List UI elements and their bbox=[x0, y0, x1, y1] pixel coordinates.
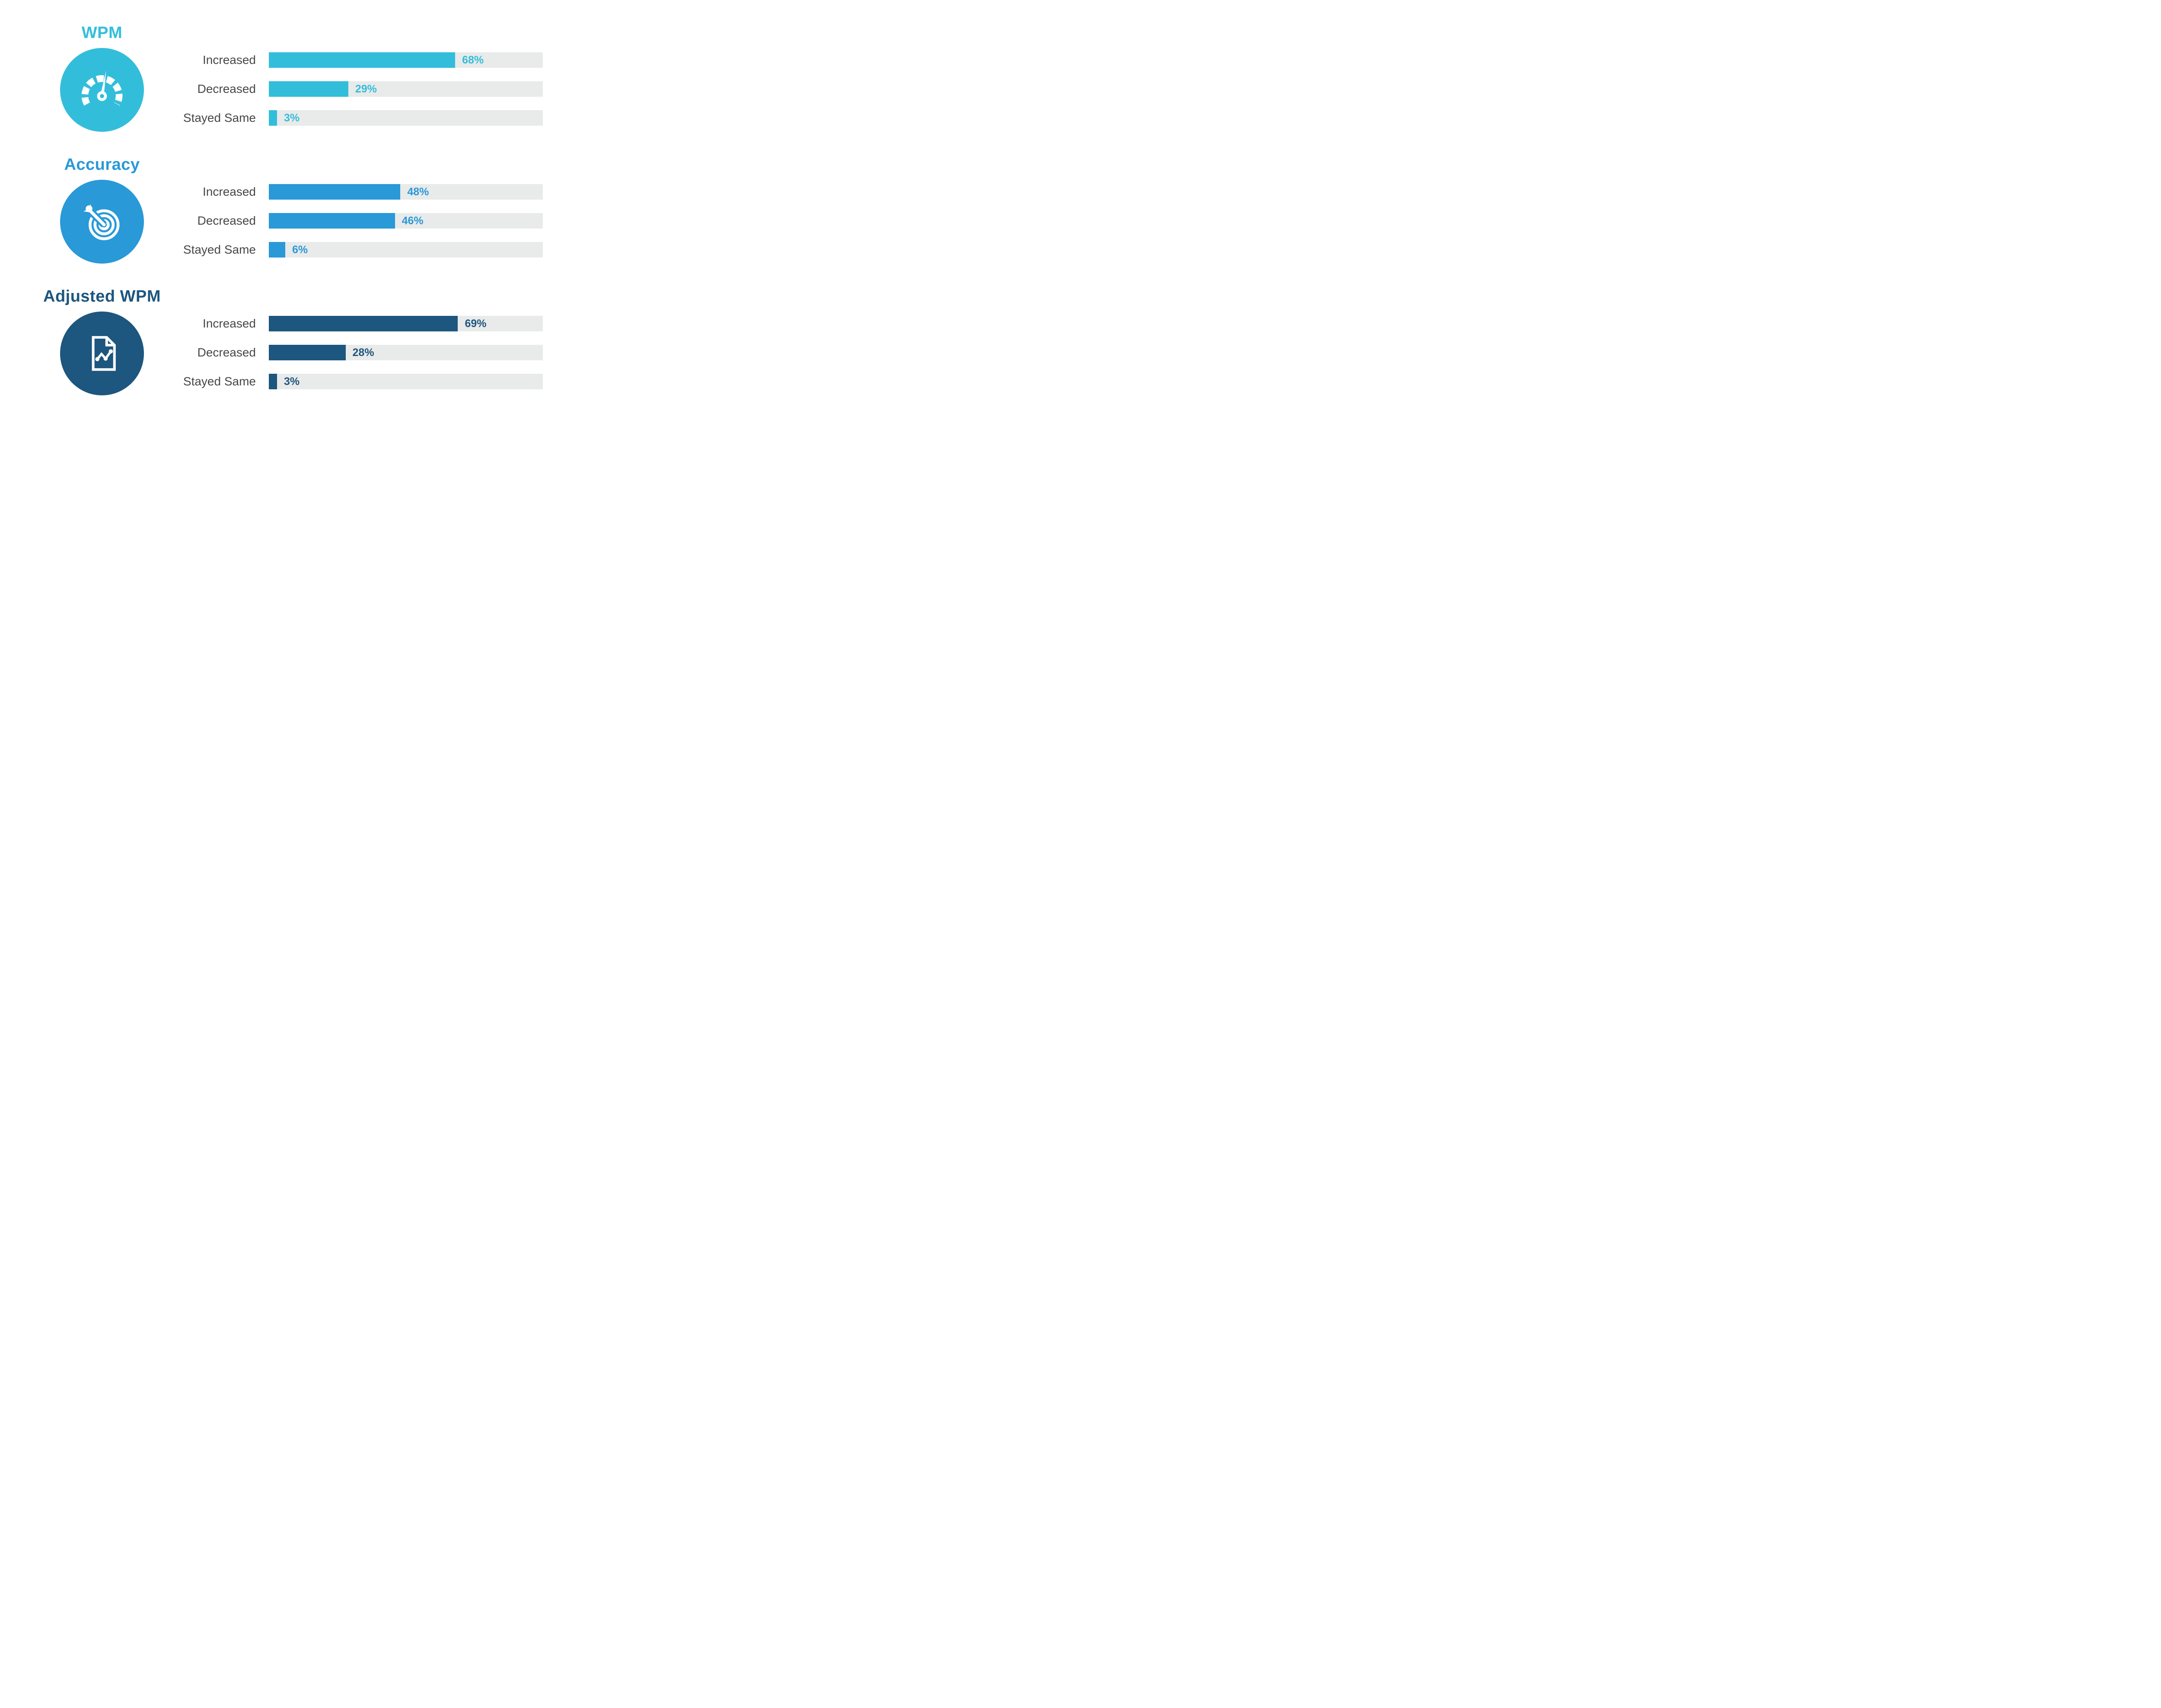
bar-value: 6% bbox=[292, 243, 308, 256]
bar-fill bbox=[269, 316, 458, 331]
metric-group-wpm: WPM Increased 68% Decreased bbox=[0, 25, 588, 132]
bar-track: 68% bbox=[269, 52, 543, 68]
document-chart-icon bbox=[60, 312, 144, 395]
bar-label: Increased bbox=[203, 53, 256, 67]
bar-fill bbox=[269, 213, 395, 229]
metric-group-adjusted-wpm: Adjusted WPM Increased 69% bbox=[0, 288, 588, 395]
bar-value: 69% bbox=[465, 317, 487, 330]
metric-header-accuracy: Accuracy bbox=[0, 156, 204, 264]
bar-group-wpm: Increased 68% Decreased 29% Stayed Same … bbox=[65, 52, 543, 139]
bar-fill bbox=[269, 184, 401, 200]
infographic: WPM Increased 68% Decreased bbox=[0, 0, 588, 427]
target-icon bbox=[60, 180, 144, 264]
group-title-adjusted-wpm: Adjusted WPM bbox=[43, 287, 161, 305]
bar-label: Increased bbox=[203, 317, 256, 330]
bar-row: Increased 69% bbox=[65, 316, 543, 331]
bar-label: Stayed Same bbox=[183, 111, 256, 124]
bar-label: Stayed Same bbox=[183, 375, 256, 388]
bar-fill bbox=[269, 81, 348, 97]
bar-group-adjusted-wpm: Increased 69% Decreased 28% Stayed Same … bbox=[65, 316, 543, 403]
bar-value: 48% bbox=[407, 185, 429, 198]
bar-row: Stayed Same 3% bbox=[65, 110, 543, 126]
bar-fill bbox=[269, 52, 456, 68]
bar-track: 48% bbox=[269, 184, 543, 200]
metric-group-accuracy: Accuracy Increased 48% bbox=[0, 156, 588, 264]
bar-row: Decreased 46% bbox=[65, 213, 543, 229]
metric-header-adjusted-wpm: Adjusted WPM bbox=[0, 288, 204, 395]
group-title-accuracy: Accuracy bbox=[64, 156, 140, 174]
bar-row: Increased 68% bbox=[65, 52, 543, 68]
bar-track: 28% bbox=[269, 345, 543, 360]
bar-track: 3% bbox=[269, 110, 543, 126]
bar-row: Decreased 29% bbox=[65, 81, 543, 97]
bar-track: 3% bbox=[269, 374, 543, 389]
bar-value: 46% bbox=[402, 214, 424, 227]
bar-row: Increased 48% bbox=[65, 184, 543, 200]
bar-track: 46% bbox=[269, 213, 543, 229]
bar-value: 29% bbox=[355, 83, 377, 95]
bar-row: Stayed Same 6% bbox=[65, 242, 543, 258]
group-title-wpm: WPM bbox=[81, 24, 123, 42]
bar-value: 28% bbox=[352, 346, 374, 359]
bar-fill bbox=[269, 110, 277, 126]
bar-value: 3% bbox=[284, 111, 300, 124]
metric-header-wpm: WPM bbox=[0, 25, 204, 132]
bar-label: Increased bbox=[203, 185, 256, 198]
bar-value: 68% bbox=[462, 54, 484, 66]
bar-track: 6% bbox=[269, 242, 543, 258]
bar-row: Decreased 28% bbox=[65, 345, 543, 360]
bar-track: 69% bbox=[269, 316, 543, 331]
bar-label: Decreased bbox=[197, 346, 256, 359]
bar-fill bbox=[269, 374, 277, 389]
bar-fill bbox=[269, 242, 286, 258]
bar-track: 29% bbox=[269, 81, 543, 97]
bar-label: Decreased bbox=[197, 214, 256, 227]
bar-label: Decreased bbox=[197, 82, 256, 95]
bar-fill bbox=[269, 345, 346, 360]
bar-group-accuracy: Increased 48% Decreased 46% Stayed Same … bbox=[65, 184, 543, 271]
bar-label: Stayed Same bbox=[183, 243, 256, 256]
bar-value: 3% bbox=[284, 375, 300, 388]
speedometer-icon bbox=[60, 48, 144, 132]
bar-row: Stayed Same 3% bbox=[65, 374, 543, 389]
